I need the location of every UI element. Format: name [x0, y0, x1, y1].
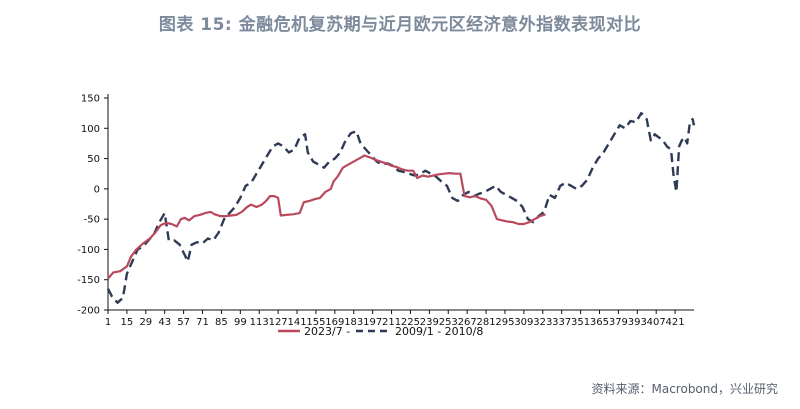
x-tick-label: 141 — [287, 317, 306, 328]
y-tick-label: -200 — [77, 306, 100, 317]
x-tick-label: 421 — [666, 317, 685, 328]
x-tick-label: 365 — [590, 317, 609, 328]
x-tick-label: 267 — [458, 317, 477, 328]
x-tick-label: 225 — [401, 317, 420, 328]
series-layer — [106, 111, 696, 304]
x-tick-label: 393 — [628, 317, 647, 328]
x-tick-label: 127 — [269, 317, 288, 328]
y-tick-label: 0 — [94, 184, 100, 195]
x-tick-label: 197 — [363, 317, 382, 328]
legend-label-2023: 2023/7 - — [304, 325, 350, 338]
x-tick-label: 43 — [158, 317, 171, 328]
x-tick-label: 407 — [647, 317, 666, 328]
x-tick-group: 1 15 29 43 57 71 85 99 113 127 141 155 169 183 197 211 2… — [105, 310, 685, 328]
x-tick-label: 169 — [325, 317, 344, 328]
x-tick-label: 337 — [552, 317, 571, 328]
y-tick-group: -200 -150 -100 -50 0 50 100 150 — [77, 94, 108, 317]
x-tick-label: 183 — [344, 317, 363, 328]
x-tick-label: 281 — [477, 317, 496, 328]
x-tick-label: 1 — [105, 317, 111, 328]
source-note: 资料来源：Macrobond，兴业研究 — [591, 382, 779, 396]
x-tick-label: 15 — [121, 317, 134, 328]
y-tick-label: -100 — [77, 245, 100, 256]
y-tick-label: 150 — [81, 94, 100, 105]
series-line-2009 — [106, 111, 696, 304]
y-tick-label: -150 — [77, 275, 100, 286]
x-tick-label: 379 — [609, 317, 628, 328]
x-tick-label: 351 — [571, 317, 590, 328]
x-tick-label: 323 — [533, 317, 552, 328]
x-tick-label: 85 — [215, 317, 228, 328]
y-tick-label: 50 — [87, 154, 100, 165]
gridless-plot-area: -200 -150 -100 -50 0 50 100 150 1 15 29 43 57 71 85 99… — [77, 94, 696, 328]
x-tick-label: 57 — [177, 317, 190, 328]
x-tick-label: 253 — [439, 317, 458, 328]
legend-label-2009: 2009/1 - 2010/8 — [395, 325, 483, 338]
x-tick-label: 295 — [495, 317, 514, 328]
x-tick-label: 239 — [420, 317, 439, 328]
x-tick-label: 155 — [306, 317, 325, 328]
y-tick-label: -50 — [84, 215, 100, 226]
x-tick-label: 309 — [514, 317, 533, 328]
legend: 2023/7 - 2009/1 - 2010/8 — [278, 325, 483, 338]
x-tick-label: 99 — [234, 317, 247, 328]
y-tick-label: 100 — [81, 124, 100, 135]
x-tick-label: 29 — [139, 317, 152, 328]
x-tick-label: 113 — [250, 317, 269, 328]
x-tick-label: 211 — [382, 317, 401, 328]
x-tick-label: 71 — [196, 317, 209, 328]
series-line-2023 — [107, 154, 546, 280]
chart-title: 图表 15: 金融危机复苏期与近月欧元区经济意外指数表现对比 — [158, 15, 642, 35]
